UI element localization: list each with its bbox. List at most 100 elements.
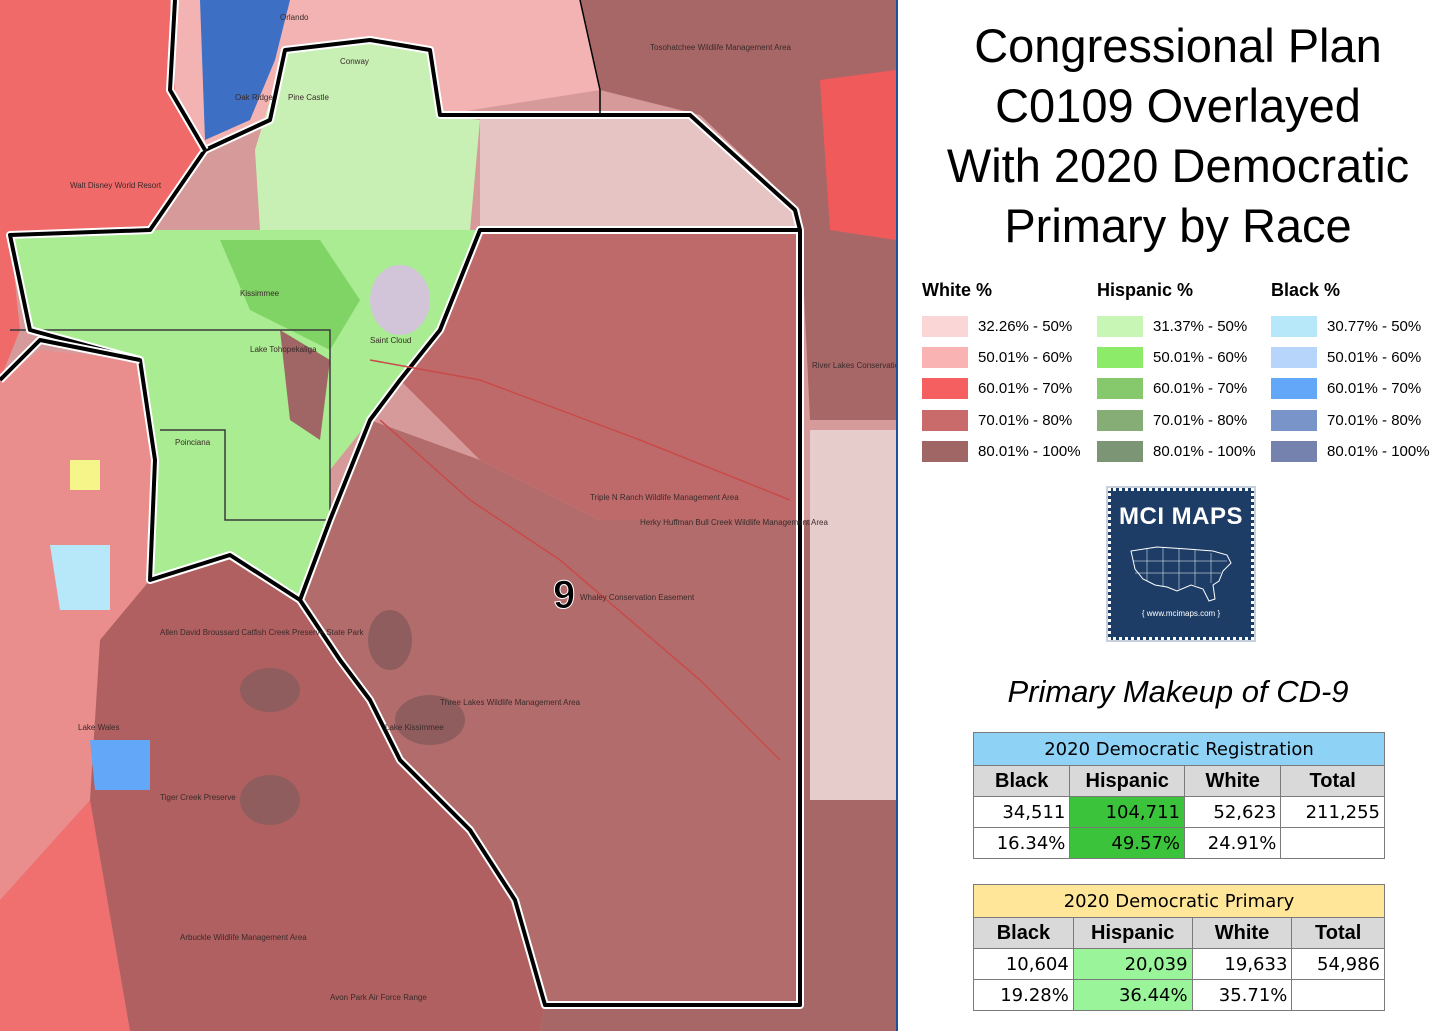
- legend-hispanic-heading: Hispanic %: [1097, 280, 1194, 300]
- label-lake-tohopekaliga: Lake Tohopekaliga: [250, 345, 317, 354]
- label-poinciana: Poinciana: [175, 438, 211, 447]
- label-oak-ridge: Oak Ridge: [235, 93, 273, 102]
- primary-header-total: Total: [1291, 917, 1385, 949]
- legend-swatch: [1271, 347, 1317, 369]
- map-region-district9-south: [300, 420, 800, 1005]
- primary-header-black: Black: [973, 917, 1074, 949]
- district-boundary-west: [0, 338, 141, 382]
- district-9-boundary: [8, 38, 802, 1007]
- map-region-west-white: [0, 350, 165, 900]
- title-line-3: With 2020 Democratic: [946, 139, 1410, 192]
- primary-count-black: 10,604: [973, 948, 1074, 980]
- legend-label: 60.01% - 70%: [1153, 380, 1248, 398]
- county-line-north: [579, 0, 601, 115]
- map-region-southwest-white: [0, 800, 130, 1031]
- legend-hispanic-item: 70.01% - 80%: [1097, 405, 1273, 436]
- legend-white-heading: White %: [922, 280, 992, 300]
- district-map: Orlando Conway Oak Ridge Pine Castle Wal…: [0, 0, 896, 1031]
- legend-black-heading: Black %: [1271, 280, 1341, 300]
- legend-black-item: 70.01% - 80%: [1271, 405, 1447, 436]
- registration-count-black: 34,511: [972, 796, 1071, 828]
- mci-maps-logo: MCI MAPS { www.mcimaps.com }: [1106, 486, 1256, 642]
- registration-header-hispanic: Hispanic: [1069, 765, 1186, 797]
- legend-label: 60.01% - 70%: [978, 380, 1073, 398]
- legend-black-item: 60.01% - 70%: [1271, 373, 1447, 404]
- legend-label: 50.01% - 60%: [1153, 349, 1248, 367]
- legend-white-item: 60.01% - 70%: [922, 373, 1098, 404]
- registration-header-white: White: [1184, 765, 1282, 797]
- legend-swatch: [922, 409, 968, 431]
- map-region-northeast-white: [580, 0, 896, 420]
- legend-black-item: 30.77% - 50%: [1271, 311, 1447, 342]
- usa-map-icon: [1130, 546, 1232, 602]
- primary-header-white: White: [1191, 917, 1293, 949]
- registration-percent-black: 16.34%: [972, 827, 1071, 859]
- legend-swatch: [1097, 409, 1143, 431]
- map-region-haines-city-black: [50, 545, 110, 610]
- primary-count-white: 19,633: [1191, 948, 1293, 980]
- road-us-441: [379, 419, 781, 761]
- map-region-orlando: [175, 0, 600, 150]
- label-conway: Conway: [340, 57, 369, 66]
- legend-hispanic-item: 80.01% - 100%: [1097, 436, 1273, 467]
- label-walt-disney: Walt Disney World Resort: [70, 181, 162, 190]
- map-canvas: Orlando Conway Oak Ridge Pine Castle Wal…: [0, 0, 896, 1031]
- district-number-label: 9: [553, 573, 575, 617]
- registration-count-hispanic: 104,711: [1069, 796, 1186, 828]
- map-lake-rosalie: [240, 668, 300, 712]
- primary-count-hispanic: 20,039: [1072, 948, 1193, 980]
- map-region-southeast: [540, 520, 896, 1031]
- legend-swatch: [922, 347, 968, 369]
- registration-table: 2020 Democratic Registration Black Hispa…: [972, 732, 1385, 859]
- label-allen-broussard: Allen David Broussard Catfish Creek Pres…: [160, 628, 365, 637]
- map-region-kissimmee-core: [220, 240, 360, 350]
- legend-swatch: [1097, 440, 1143, 462]
- legend-black: Black % 30.77% - 50% 50.01% - 60% 60.01% - …: [1271, 280, 1447, 467]
- primary-percent-black: 19.28%: [973, 979, 1074, 1011]
- primary-percent-total: [1291, 979, 1385, 1011]
- map-region-orlando-black: [200, 0, 290, 140]
- legend-white-item: 70.01% - 80%: [922, 405, 1098, 436]
- map-region-osceola-east: [400, 230, 800, 520]
- title-line-2: C0109 Overlayed: [995, 79, 1361, 132]
- primary-header-hispanic: Hispanic: [1072, 917, 1193, 949]
- logo-text: MCI MAPS: [1119, 503, 1243, 530]
- legend-label: 70.01% - 80%: [978, 411, 1073, 429]
- map-region-east-pink: [810, 430, 896, 800]
- legend-swatch: [1097, 316, 1143, 338]
- label-orlando: Orlando: [280, 13, 309, 22]
- label-three-lakes: Three Lakes Wildlife Management Area: [440, 698, 581, 707]
- legend-black-item: 80.01% - 100%: [1271, 436, 1447, 467]
- label-saint-cloud: Saint Cloud: [370, 336, 411, 345]
- road-us-192: [369, 359, 791, 501]
- legend-swatch: [922, 316, 968, 338]
- registration-count-white: 52,623: [1184, 796, 1282, 828]
- legend-swatch: [1271, 378, 1317, 400]
- primary-count-total: 54,986: [1291, 948, 1385, 980]
- map-region-pine-castle-hispanic: [255, 40, 480, 230]
- registration-percent-hispanic: 49.57%: [1069, 827, 1186, 859]
- map-region-east-coast: [820, 70, 896, 240]
- label-pine-castle: Pine Castle: [288, 93, 329, 102]
- map-lake-weohyakapka: [240, 775, 300, 825]
- legend-label: 80.01% - 100%: [1153, 442, 1256, 460]
- logo-url: { www.mcimaps.com }: [1141, 609, 1221, 618]
- registration-caption: 2020 Democratic Registration: [973, 732, 1385, 766]
- legend-swatch: [1097, 378, 1143, 400]
- label-herky-huffman: Herky Huffman Bull Creek Wildlife Manage…: [640, 518, 828, 527]
- title-line-1: Congressional Plan: [974, 19, 1382, 72]
- legend-white: White % 32.26% - 50% 50.01% - 60% 60.01% - …: [922, 280, 1098, 467]
- primary-percent-hispanic: 36.44%: [1072, 979, 1193, 1011]
- label-lake-wales: Lake Wales: [78, 723, 120, 732]
- primary-table: 2020 Democratic Primary Black Hispanic W…: [973, 884, 1385, 1011]
- label-whaley: Whaley Conservation Easement: [580, 593, 695, 602]
- legend-label: 60.01% - 70%: [1327, 380, 1422, 398]
- map-lake-east-tohopekaliga: [370, 265, 430, 335]
- legend-swatch: [1271, 316, 1317, 338]
- registration-count-total: 211,255: [1280, 796, 1385, 828]
- legend-black-item: 50.01% - 60%: [1271, 342, 1447, 373]
- registration-percent-white: 24.91%: [1184, 827, 1282, 859]
- title-line-4: Primary by Race: [1004, 199, 1352, 252]
- primary-percent-white: 35.71%: [1191, 979, 1293, 1011]
- legend-label: 70.01% - 80%: [1327, 411, 1422, 429]
